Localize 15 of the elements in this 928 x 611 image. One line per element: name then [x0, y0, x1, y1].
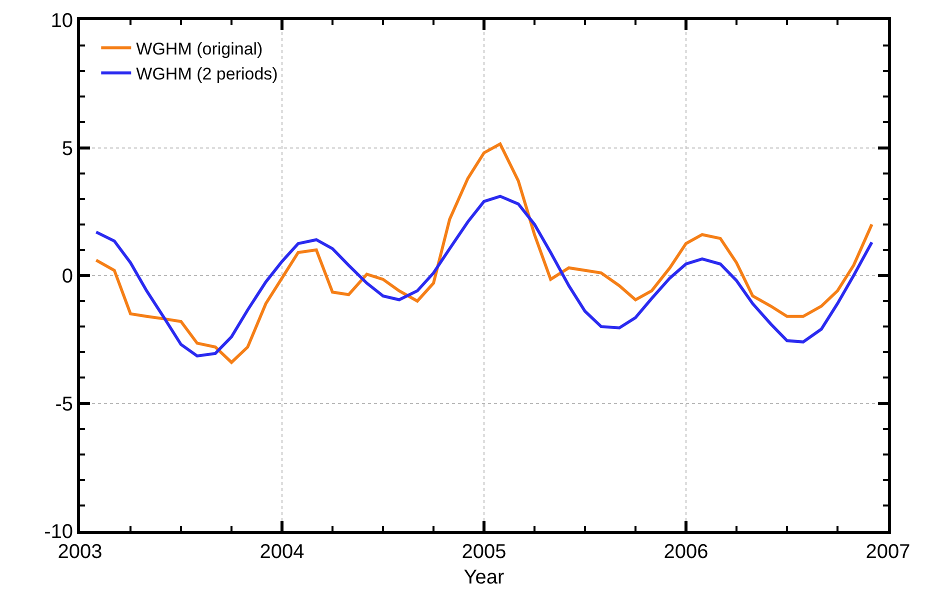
y-tick-label: 0	[62, 266, 73, 288]
x-tick-label: 2007	[866, 541, 910, 563]
y-tick-label: -10	[44, 521, 73, 543]
legend-label: WGHM (original)	[136, 39, 263, 58]
line-series	[94, 142, 874, 364]
y-tick-label: -5	[55, 393, 73, 416]
x-axis-title: Year	[464, 566, 505, 588]
y-tick-label: 5	[62, 138, 73, 160]
x-tick-label: 2006	[664, 541, 708, 563]
x-tick-label: 2003	[58, 541, 102, 563]
x-tick-label: 2004	[260, 541, 304, 563]
legend-label: WGHM (2 periods)	[136, 64, 278, 84]
x-tick-label: 2005	[462, 541, 506, 563]
y-tick-label: 10	[50, 10, 73, 32]
line-series	[94, 194, 874, 358]
